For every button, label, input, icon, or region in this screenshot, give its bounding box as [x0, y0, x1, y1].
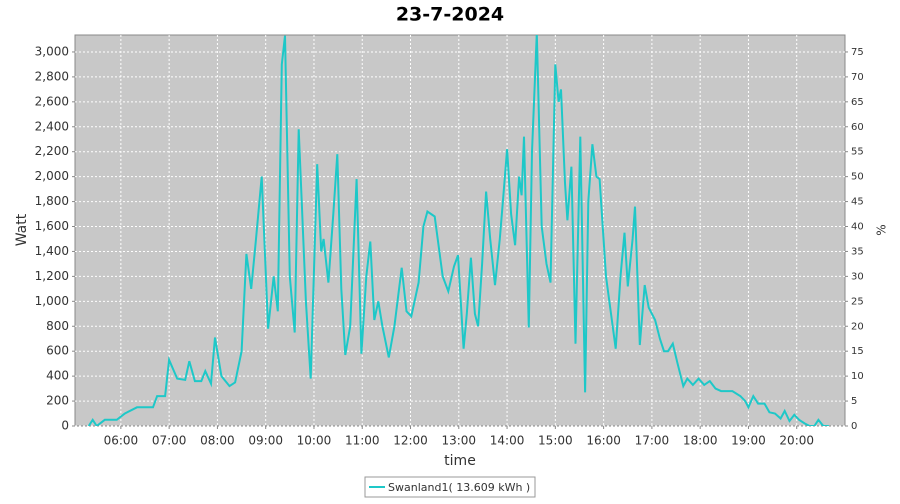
y2-tick-label: 40 [851, 222, 864, 233]
x-tick-label: 16:00 [586, 434, 621, 448]
legend-label: Swanland1( 13.609 kWh ) [388, 481, 530, 494]
y-tick-label: 2,200 [35, 144, 69, 158]
x-tick-label: 06:00 [104, 434, 139, 448]
x-tick-label: 09:00 [248, 434, 283, 448]
y-tick-label: 1,800 [35, 194, 69, 208]
y2-tick-label: 75 [851, 47, 864, 58]
x-tick-label: 12:00 [393, 434, 428, 448]
x-tick-label: 17:00 [635, 434, 670, 448]
y2-tick-label: 45 [851, 197, 864, 208]
y-tick-label: 2,600 [35, 94, 69, 108]
y2-axis-label: % [875, 224, 889, 235]
y2-tick-label: 25 [851, 296, 864, 307]
y-tick-label: 2,800 [35, 69, 69, 83]
y2-tick-label: 55 [851, 147, 864, 158]
y2-tick-label: 35 [851, 246, 864, 257]
x-tick-label: 15:00 [538, 434, 573, 448]
x-tick-label: 19:00 [731, 434, 766, 448]
x-tick-label: 10:00 [297, 434, 332, 448]
y-tick-label: 1,200 [35, 269, 69, 283]
x-tick-label: 14:00 [490, 434, 525, 448]
y-tick-label: 600 [46, 344, 69, 358]
x-tick-label: 20:00 [779, 434, 814, 448]
x-tick-label: 08:00 [200, 434, 235, 448]
y2-tick-label: 0 [851, 421, 857, 432]
y-tick-label: 400 [46, 369, 69, 383]
plot-area [74, 34, 846, 427]
y-tick-label: 2,400 [35, 119, 69, 133]
series-line [87, 35, 829, 426]
y2-tick-label: 5 [851, 396, 857, 407]
x-tick-label: 07:00 [152, 434, 187, 448]
y-tick-label: 200 [46, 394, 69, 408]
y2-tick-label: 70 [851, 72, 864, 83]
y-tick-label: 3,000 [35, 44, 69, 58]
x-tick-label: 11:00 [345, 434, 380, 448]
y2-tick-label: 60 [851, 122, 864, 133]
y-tick-label: 0 [61, 419, 69, 433]
chart-title: 23-7-2024 [396, 4, 504, 26]
y-tick-label: 800 [46, 319, 69, 333]
y-axis-label: Watt [14, 213, 30, 246]
x-tick-label: 18:00 [683, 434, 718, 448]
y2-tick-label: 65 [851, 97, 864, 108]
y-tick-label: 2,000 [35, 169, 69, 183]
y2-tick-label: 30 [851, 271, 864, 282]
x-axis-label: time [444, 453, 476, 469]
x-tick-label: 13:00 [441, 434, 476, 448]
y-tick-label: 1,600 [35, 219, 69, 233]
y2-tick-label: 50 [851, 172, 864, 183]
y2-tick-label: 10 [851, 371, 864, 382]
legend [364, 476, 536, 498]
y-tick-label: 1,400 [35, 244, 69, 258]
y2-tick-label: 15 [851, 346, 864, 357]
y2-tick-label: 20 [851, 321, 864, 332]
y-tick-label: 1,000 [35, 294, 69, 308]
